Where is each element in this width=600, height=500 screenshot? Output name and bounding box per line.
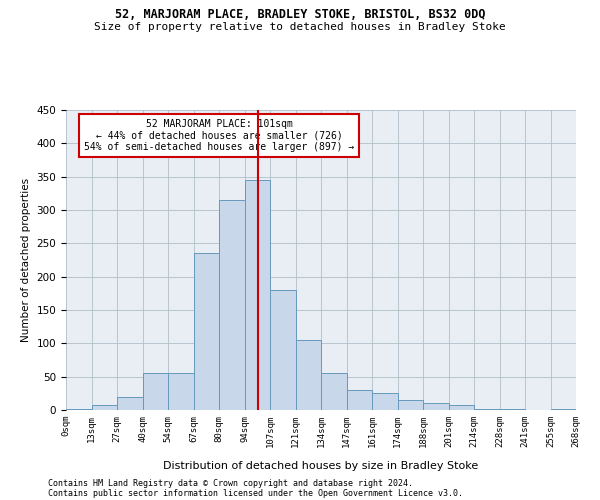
Text: 52 MARJORAM PLACE: 101sqm
← 44% of detached houses are smaller (726)
54% of semi: 52 MARJORAM PLACE: 101sqm ← 44% of detac… (84, 119, 354, 152)
Text: Size of property relative to detached houses in Bradley Stoke: Size of property relative to detached ho… (94, 22, 506, 32)
Bar (193, 254, 219, 410)
Bar (398, 400, 423, 410)
Bar (474, 408, 499, 410)
Bar (499, 408, 525, 410)
Bar (321, 374, 347, 410)
Bar (117, 396, 143, 410)
Bar (270, 290, 296, 410)
Bar (449, 404, 474, 410)
Text: Contains public sector information licensed under the Open Government Licence v3: Contains public sector information licen… (48, 488, 463, 498)
Bar (66, 408, 91, 410)
Bar (372, 394, 398, 410)
Bar (143, 374, 168, 410)
Bar (347, 390, 372, 410)
Y-axis label: Number of detached properties: Number of detached properties (21, 178, 31, 342)
Bar (168, 374, 193, 410)
Bar (245, 180, 270, 410)
Bar (423, 404, 449, 410)
X-axis label: Distribution of detached houses by size in Bradley Stoke: Distribution of detached houses by size … (163, 461, 479, 471)
Bar (296, 340, 321, 410)
Bar (219, 200, 245, 410)
Bar (91, 404, 117, 410)
Bar (551, 408, 576, 410)
Text: 52, MARJORAM PLACE, BRADLEY STOKE, BRISTOL, BS32 0DQ: 52, MARJORAM PLACE, BRADLEY STOKE, BRIST… (115, 8, 485, 20)
Text: Contains HM Land Registry data © Crown copyright and database right 2024.: Contains HM Land Registry data © Crown c… (48, 478, 413, 488)
